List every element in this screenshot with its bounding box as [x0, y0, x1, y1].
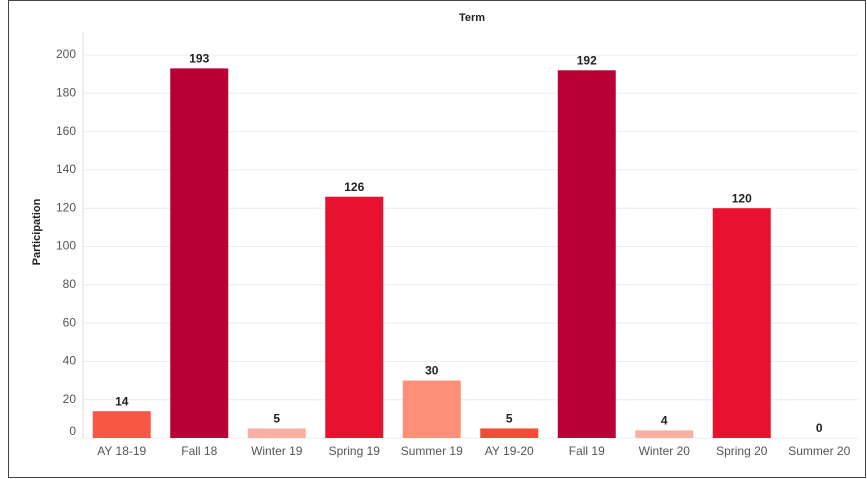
data-label: 120: [732, 191, 752, 205]
chart-title: Term: [459, 12, 485, 24]
frame: [8, 0, 866, 478]
x-tick-label: Spring 20: [716, 444, 768, 458]
y-tick-label: 120: [56, 200, 76, 214]
x-tick-label: Winter 19: [251, 444, 303, 458]
x-tick-label: AY 18-19: [97, 444, 146, 458]
x-tick-label: Fall 18: [181, 444, 217, 458]
data-label: 5: [506, 412, 513, 426]
y-axis-title: Participation: [31, 198, 43, 265]
bar: [635, 430, 694, 438]
data-label: 5: [273, 412, 280, 426]
x-tick-label: Fall 19: [569, 444, 605, 458]
y-tick-label: 80: [63, 277, 77, 291]
y-tick-label: 200: [56, 47, 76, 61]
bar: [92, 411, 151, 438]
x-tick-label: AY 19-20: [485, 444, 534, 458]
data-label: 193: [189, 52, 209, 66]
bar: [557, 70, 616, 439]
bar: [170, 68, 229, 439]
y-tick-label: 180: [56, 85, 76, 99]
y-tick-label: 20: [63, 392, 77, 406]
x-tick-label: Summer 19: [401, 444, 463, 458]
data-label: 192: [577, 53, 597, 67]
data-label: 126: [344, 180, 364, 194]
data-label: 30: [425, 364, 439, 378]
y-tick-label: 140: [56, 162, 76, 176]
y-tick-label: 160: [56, 124, 76, 138]
x-tick-label: Winter 20: [639, 444, 691, 458]
bar: [712, 208, 771, 438]
data-label: 0: [816, 421, 823, 435]
x-tick-label: Spring 19: [329, 444, 381, 458]
x-tick-label: Summer 20: [788, 444, 850, 458]
bar: [402, 380, 461, 438]
bar: [480, 428, 539, 438]
data-label: 4: [661, 414, 668, 428]
bar: [247, 428, 306, 438]
y-tick-label: 0: [69, 424, 76, 438]
y-tick-label: 40: [63, 354, 77, 368]
y-tick-label: 60: [63, 315, 77, 329]
data-label: 14: [115, 394, 129, 408]
bar: [325, 196, 384, 438]
y-tick-label: 100: [56, 239, 76, 253]
